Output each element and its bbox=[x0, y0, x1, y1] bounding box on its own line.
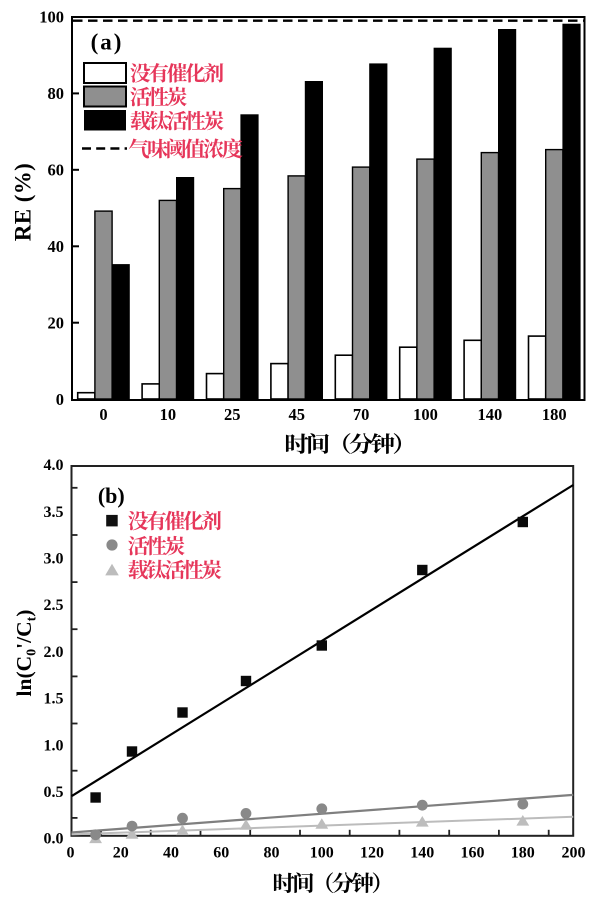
svg-text:40: 40 bbox=[48, 237, 65, 256]
svg-text:RE (%): RE (%) bbox=[11, 163, 36, 241]
svg-text:20: 20 bbox=[48, 313, 65, 332]
svg-text:(a): (a) bbox=[91, 30, 124, 55]
svg-text:2.5: 2.5 bbox=[44, 597, 64, 614]
svg-text:100: 100 bbox=[39, 8, 64, 27]
svg-text:160: 160 bbox=[461, 845, 485, 862]
svg-text:0.5: 0.5 bbox=[44, 784, 64, 801]
svg-text:200: 200 bbox=[562, 845, 586, 862]
svg-text:3.5: 3.5 bbox=[44, 504, 64, 521]
svg-text:2.0: 2.0 bbox=[44, 644, 64, 661]
svg-text:3.0: 3.0 bbox=[44, 551, 64, 568]
svg-text:60: 60 bbox=[213, 845, 229, 862]
svg-text:4.0: 4.0 bbox=[44, 457, 64, 474]
svg-text:0.0: 0.0 bbox=[44, 831, 64, 848]
svg-text:0: 0 bbox=[99, 405, 107, 424]
svg-text:100: 100 bbox=[310, 845, 334, 862]
svg-text:100: 100 bbox=[413, 405, 438, 424]
svg-text:25: 25 bbox=[224, 405, 241, 424]
svg-text:0: 0 bbox=[56, 390, 64, 409]
svg-text:80: 80 bbox=[264, 845, 280, 862]
svg-text:(b): (b) bbox=[98, 483, 125, 508]
svg-text:140: 140 bbox=[410, 845, 434, 862]
svg-text:180: 180 bbox=[511, 845, 535, 862]
svg-text:60: 60 bbox=[48, 161, 65, 180]
svg-text:40: 40 bbox=[163, 845, 179, 862]
svg-text:120: 120 bbox=[360, 845, 384, 862]
svg-text:80: 80 bbox=[48, 84, 65, 103]
svg-text:140: 140 bbox=[478, 405, 503, 424]
svg-text:1.0: 1.0 bbox=[44, 737, 64, 754]
svg-text:180: 180 bbox=[542, 405, 567, 424]
svg-text:10: 10 bbox=[160, 405, 177, 424]
svg-text:1.5: 1.5 bbox=[44, 691, 64, 708]
svg-text:20: 20 bbox=[113, 845, 129, 862]
svg-text:45: 45 bbox=[288, 405, 305, 424]
svg-text:0: 0 bbox=[67, 845, 75, 862]
svg-text:70: 70 bbox=[353, 405, 370, 424]
